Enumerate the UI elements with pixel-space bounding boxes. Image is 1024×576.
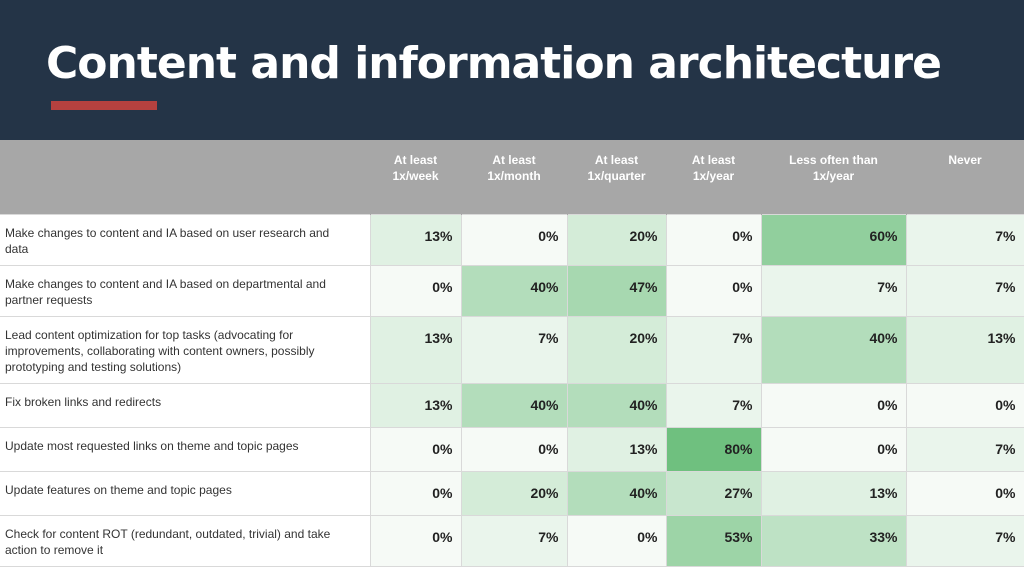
frequency-table-container: At least 1x/week At least 1x/month At least 1… [0, 140, 1024, 567]
page-title: Content and information architecture [46, 38, 942, 89]
value-cell: 0% [369, 427, 462, 472]
value-cell: 13% [760, 471, 907, 516]
table-row: Check for content ROT (redundant, outdat… [0, 515, 1024, 567]
table-row: Make changes to content and IA based on … [0, 265, 1024, 317]
value-cell: 40% [566, 383, 667, 428]
value-cell: 80% [665, 427, 762, 472]
header-band [0, 0, 1024, 140]
row-label: Update most requested links on theme and… [0, 427, 371, 472]
table-row: Update features on theme and topic pages… [0, 471, 1024, 516]
row-label: Fix broken links and redirects [0, 383, 371, 428]
frequency-table: At least 1x/week At least 1x/month At least 1… [0, 140, 1024, 567]
value-cell: 0% [905, 383, 1024, 428]
column-header-4: Less often than 1x/year [761, 140, 907, 215]
value-cell: 27% [665, 471, 762, 516]
value-cell: 53% [665, 515, 762, 567]
value-cell: 7% [905, 265, 1024, 317]
value-cell: 0% [760, 383, 907, 428]
value-cell: 7% [665, 383, 762, 428]
value-cell: 7% [905, 214, 1024, 266]
value-cell: 0% [665, 214, 762, 266]
row-label: Lead content optimization for top tasks … [0, 316, 371, 384]
value-cell: 40% [460, 265, 568, 317]
value-cell: 0% [905, 471, 1024, 516]
value-cell: 13% [905, 316, 1024, 384]
value-cell: 0% [369, 265, 462, 317]
table-row: Update most requested links on theme and… [0, 427, 1024, 472]
value-cell: 20% [566, 214, 667, 266]
row-label: Check for content ROT (redundant, outdat… [0, 515, 371, 567]
column-header-line: At least [492, 153, 536, 167]
value-cell: 7% [905, 427, 1024, 472]
column-header-line: 1x/month [487, 169, 541, 183]
column-header-line: 1x/year [812, 169, 855, 183]
value-cell: 47% [566, 265, 667, 317]
value-cell: 0% [369, 515, 462, 567]
value-cell: 13% [566, 427, 667, 472]
value-cell: 33% [760, 515, 907, 567]
row-label: Update features on theme and topic pages [0, 471, 371, 516]
row-label: Make changes to content and IA based on … [0, 265, 371, 317]
column-header-5: Never [906, 140, 1024, 215]
value-cell: 20% [566, 316, 667, 384]
column-header-1: At least 1x/month [461, 140, 568, 215]
value-cell: 0% [760, 427, 907, 472]
value-cell: 7% [460, 515, 568, 567]
column-header-line: 1x/quarter [587, 169, 646, 183]
column-header-line: At least [691, 153, 736, 167]
column-header-line: At least [393, 153, 438, 167]
column-header-line: 1x/week [392, 169, 439, 183]
value-cell: 13% [369, 383, 462, 428]
column-header-line: Less often than [789, 153, 878, 167]
value-cell: 20% [460, 471, 568, 516]
title-accent-bar [51, 101, 157, 110]
value-cell: 7% [905, 515, 1024, 567]
column-header-line: 1x/year [692, 169, 735, 183]
value-cell: 40% [460, 383, 568, 428]
row-label-header [0, 140, 371, 215]
value-cell: 7% [760, 265, 907, 317]
table-row: Make changes to content and IA based on … [0, 214, 1024, 266]
table-row: Lead content optimization for top tasks … [0, 316, 1024, 384]
value-cell: 60% [760, 214, 907, 266]
table-body: Make changes to content and IA based on … [0, 214, 1024, 567]
value-cell: 0% [369, 471, 462, 516]
value-cell: 0% [566, 515, 667, 567]
value-cell: 13% [369, 316, 462, 384]
table-row: Fix broken links and redirects 13% 40% 40% 7… [0, 383, 1024, 428]
value-cell: 13% [369, 214, 462, 266]
value-cell: 0% [460, 427, 568, 472]
column-header-row: At least 1x/week At least 1x/month At least 1… [0, 140, 1024, 215]
column-header-line: Never [948, 153, 982, 167]
column-header-line: At least [594, 153, 639, 167]
value-cell: 0% [665, 265, 762, 317]
column-header-2: At least 1x/quarter [567, 140, 667, 215]
value-cell: 7% [665, 316, 762, 384]
column-header-0: At least 1x/week [370, 140, 462, 215]
value-cell: 40% [566, 471, 667, 516]
value-cell: 40% [760, 316, 907, 384]
value-cell: 0% [460, 214, 568, 266]
column-header-3: At least 1x/year [666, 140, 762, 215]
value-cell: 7% [460, 316, 568, 384]
row-label: Make changes to content and IA based on … [0, 214, 371, 266]
